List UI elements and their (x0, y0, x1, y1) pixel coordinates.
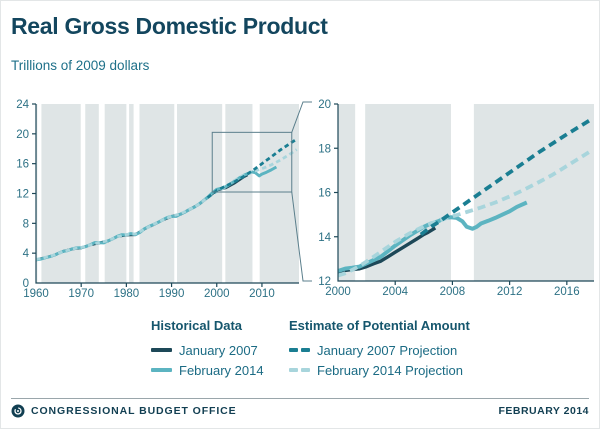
legend-column-historical: Historical Data January 2007 February 20… (151, 318, 269, 380)
recession-band (450, 104, 474, 281)
page-title: Real Gross Domestic Product (11, 13, 328, 39)
recession-band (174, 104, 177, 283)
x-tick-label: 1970 (68, 288, 94, 300)
y-tick-label: 24 (16, 99, 29, 111)
x-tick-label: 2008 (440, 286, 466, 298)
x-tick-label: 2000 (204, 288, 230, 300)
legend-item-label: February 2014 Projection (317, 362, 463, 378)
series-jan2007_projection (419, 117, 593, 237)
x-tick-label: 2012 (497, 286, 523, 298)
left-chart: 0 4 8 12 16 20 24 1960 1970 1980 1990 2000 2010 (16, 99, 312, 300)
recession-band (252, 104, 260, 283)
right-chart: 12 14 16 18 20 2000 2004 2008 2012 2016 (318, 99, 594, 298)
recession-band (126, 104, 130, 283)
legend-item-label: January 2007 Projection (317, 342, 458, 358)
y-tick-label: 20 (318, 99, 331, 111)
dashed-line-swatch-icon (289, 348, 310, 352)
y-tick-label: 12 (318, 276, 331, 288)
y-tick-label: 0 (23, 278, 29, 290)
y-tick-label: 18 (318, 143, 331, 155)
y-tick-label: 12 (16, 189, 29, 201)
footer-divider (11, 398, 589, 399)
x-tick-label: 1990 (159, 288, 185, 300)
recession-band (133, 104, 140, 283)
x-tick-label: 1980 (114, 288, 140, 300)
legend-item-jan2007-projection: January 2007 Projection (289, 340, 470, 360)
recession-band (80, 104, 86, 283)
units-label: Trillions of 2009 dollars (11, 58, 150, 73)
dashed-line-swatch-icon (289, 368, 310, 372)
legend-item-feb2014-projection: February 2014 Projection (289, 360, 470, 380)
legend-column-potential: Estimate of Potential Amount January 200… (289, 318, 470, 380)
legend-item-label: January 2007 (179, 342, 258, 358)
legend-item-label: February 2014 (179, 362, 264, 378)
legend-header: Historical Data (151, 318, 243, 333)
y-tick-label: 20 (16, 129, 29, 141)
recession-band (355, 104, 366, 281)
right-chart-axes (337, 104, 594, 282)
recession-band (222, 104, 226, 283)
legend-item-jan2007: January 2007 (151, 340, 269, 360)
y-tick-label: 16 (16, 159, 29, 171)
series-feb2014_projection (337, 149, 593, 278)
legend: Historical Data January 2007 February 20… (151, 318, 470, 380)
x-tick-label: 1960 (23, 288, 49, 300)
y-tick-label: 8 (23, 218, 29, 230)
y-tick-label: 14 (318, 232, 331, 244)
x-tick-label: 2016 (554, 286, 580, 298)
footer: CONGRESSIONAL BUDGET OFFICE FEBRUARY 201… (11, 404, 589, 418)
inset-connector-top (291, 101, 312, 133)
y-tick-label: 4 (23, 248, 30, 260)
recession-band (98, 104, 105, 283)
y-tick-label: 16 (318, 188, 331, 200)
inset-connector-bottom (291, 191, 312, 282)
legend-header: Estimate of Potential Amount (289, 318, 470, 333)
inset-zoom-box (211, 131, 293, 193)
x-tick-label: 2010 (249, 288, 275, 300)
legend-item-feb2014: February 2014 (151, 360, 269, 380)
footer-date: FEBRUARY 2014 (498, 405, 589, 417)
solid-line-swatch-icon (151, 368, 172, 372)
cbo-logo-icon (11, 404, 25, 418)
series-feb2014_history (337, 200, 528, 273)
x-tick-label: 2000 (325, 286, 351, 298)
footer-org: CONGRESSIONAL BUDGET OFFICE (31, 405, 237, 417)
recession-band (37, 104, 42, 283)
solid-line-swatch-icon (151, 348, 172, 352)
x-tick-label: 2004 (382, 286, 408, 298)
series-jan2007_projection (206, 137, 298, 199)
